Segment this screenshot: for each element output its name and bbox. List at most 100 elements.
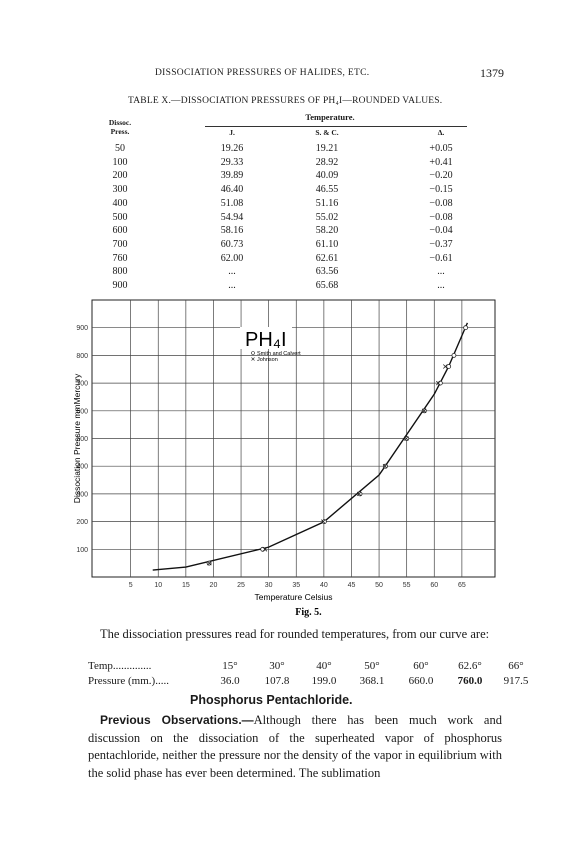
table-cell: −0.15 bbox=[429, 184, 453, 196]
point bbox=[356, 491, 362, 497]
paragraph-text: Although there has been much work and di… bbox=[88, 713, 502, 780]
table-cell: 400 bbox=[112, 197, 128, 209]
point bbox=[437, 380, 443, 386]
table-cell: 600 bbox=[112, 225, 128, 237]
chart-title: PH₄I bbox=[245, 329, 287, 351]
x-tick-label: 35 bbox=[292, 582, 300, 589]
legend-marker bbox=[251, 351, 255, 355]
column-header: S. & C. bbox=[315, 128, 339, 137]
point bbox=[463, 325, 469, 331]
reading-cell: 66° bbox=[508, 660, 524, 672]
table-cell: 28.92 bbox=[315, 156, 339, 168]
table-cell: −0.08 bbox=[429, 197, 453, 209]
table-cell: 58.16 bbox=[220, 225, 244, 237]
legend-marker bbox=[251, 357, 255, 361]
table-cell: −0.61 bbox=[429, 252, 453, 264]
x-tick-label: 65 bbox=[458, 582, 466, 589]
table-cell: 100 bbox=[112, 156, 128, 168]
reading-cell: 30° bbox=[269, 660, 285, 672]
reading-cell: 62.6° bbox=[458, 660, 482, 672]
y-tick-label: 300 bbox=[76, 491, 88, 498]
table-cell: −0.20 bbox=[429, 170, 453, 182]
y-tick-label: 400 bbox=[76, 464, 88, 471]
table-cell: 62.00 bbox=[220, 252, 244, 264]
x-axis-label: Temperature Celsius bbox=[255, 592, 333, 602]
table-cell: −0.08 bbox=[429, 211, 453, 223]
x-tick-label: 60 bbox=[430, 582, 438, 589]
table-cell: 46.55 bbox=[315, 184, 339, 196]
y-tick-label: 200 bbox=[76, 519, 88, 526]
title-backdrop bbox=[240, 327, 292, 349]
table-cell: 50 bbox=[115, 143, 125, 154]
column-header: Dissoc. Press. bbox=[108, 118, 132, 136]
point bbox=[382, 463, 388, 469]
x-tick-label: 15 bbox=[182, 582, 190, 589]
table-cell: 300 bbox=[112, 184, 128, 196]
table-cell: 65.68 bbox=[315, 280, 339, 291]
x-tick-label: 25 bbox=[237, 582, 245, 589]
table-cell: 60.73 bbox=[220, 238, 244, 250]
point bbox=[421, 408, 427, 414]
reading-cell: 199.0 bbox=[311, 675, 337, 687]
x-tick-label: 50 bbox=[375, 582, 383, 589]
table-cell: 51.16 bbox=[315, 197, 339, 209]
reading-cell: 40° bbox=[316, 660, 332, 672]
legend-label: Smith and Calvert bbox=[257, 351, 301, 357]
table-cell: 62.61 bbox=[315, 252, 339, 264]
figure-caption: Fig. 5. bbox=[295, 607, 322, 618]
x-tick-label: 55 bbox=[403, 582, 411, 589]
table-cell: 700 bbox=[112, 238, 128, 250]
reading-cell: 917.5 bbox=[503, 675, 529, 687]
y-tick-label: 700 bbox=[76, 381, 88, 388]
y-axis-label: Dissociation Pressure mmMercury bbox=[72, 373, 82, 503]
point bbox=[357, 491, 363, 497]
curve bbox=[152, 322, 469, 571]
table-cell: −0.04 bbox=[429, 225, 453, 237]
table-cell: 19.26 bbox=[220, 143, 244, 154]
table-cell: −0.37 bbox=[429, 238, 453, 250]
table-cell: ... bbox=[437, 266, 445, 278]
reading-cell: 660.0 bbox=[408, 675, 434, 687]
rule bbox=[205, 126, 467, 127]
table-cell: 760 bbox=[112, 252, 128, 264]
reading-cell: 36.0 bbox=[220, 675, 240, 687]
table-cell: +0.05 bbox=[429, 143, 453, 154]
reading-cell: 15° bbox=[222, 660, 238, 672]
reading-cell: 760.0 bbox=[457, 675, 483, 687]
x-tick-label: 40 bbox=[320, 582, 328, 589]
table-cell: ... bbox=[228, 266, 236, 278]
legend-label: Johnson bbox=[257, 357, 278, 363]
point bbox=[404, 436, 409, 441]
point bbox=[446, 364, 452, 369]
table-cell: +0.41 bbox=[429, 156, 453, 168]
column-header: J. bbox=[229, 128, 235, 137]
table-cell: 29.33 bbox=[220, 156, 244, 168]
x-tick-label: 20 bbox=[210, 582, 218, 589]
table-cell: 500 bbox=[112, 211, 128, 223]
chart: 5 10 15 20 25 30 35 40 45 50 55 60 65 100 200 300 400 500… bbox=[72, 299, 496, 618]
running-head: DISSOCIATION PRESSURES OF HALIDES, ETC. bbox=[155, 68, 370, 78]
page-number: 1379 bbox=[480, 66, 504, 80]
table-cell: 61.10 bbox=[315, 238, 339, 250]
x-tick-label: 5 bbox=[129, 582, 133, 589]
y-tick-label: 100 bbox=[76, 547, 88, 554]
column-header: Δ. bbox=[437, 128, 445, 137]
table-cell: 19.21 bbox=[315, 143, 339, 154]
table-cell: ... bbox=[437, 280, 445, 291]
point bbox=[451, 353, 457, 358]
paragraph: Previous Observations.—Although there ha… bbox=[88, 712, 502, 782]
row-label: Temp.............. bbox=[88, 660, 152, 672]
y-tick-label: 800 bbox=[76, 353, 88, 360]
y-tick-label: 500 bbox=[76, 436, 88, 443]
table-cell: 58.20 bbox=[315, 225, 339, 237]
point bbox=[321, 519, 327, 525]
table-cell: 63.56 bbox=[315, 266, 339, 278]
x-tick-label: 10 bbox=[154, 582, 162, 589]
reading-cell: 50° bbox=[364, 660, 380, 672]
table-cell: 51.08 bbox=[220, 197, 244, 209]
table-cell: 200 bbox=[112, 170, 128, 182]
table-cell: 55.02 bbox=[315, 211, 339, 223]
intro-text: The dissociation pressures read for roun… bbox=[100, 627, 490, 641]
table-title: TABLE X.—DISSOCIATION PRESSURES OF PH₄I—… bbox=[128, 96, 443, 106]
